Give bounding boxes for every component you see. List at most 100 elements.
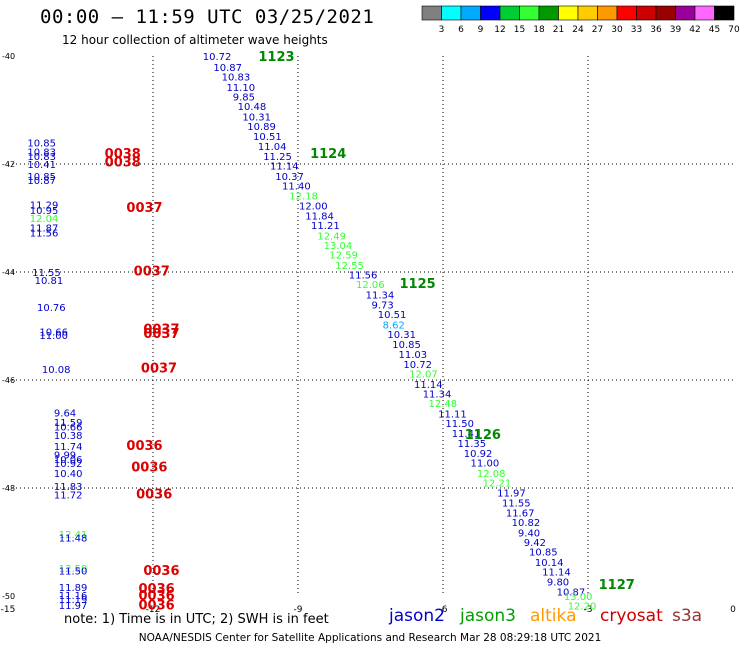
wave-height-label: 9.42: [524, 538, 546, 549]
wave-height-label: 11.00: [471, 459, 500, 470]
wave-height-label: 12.21: [483, 479, 512, 490]
wave-height-label: 13.04: [324, 241, 353, 252]
x-tick-label: -12: [146, 605, 161, 615]
colorbar-label: 30: [611, 25, 623, 35]
wave-height-label: 12.07: [409, 370, 438, 381]
colorbar-label: 12: [494, 25, 505, 35]
wave-height-label: 11.14: [542, 568, 571, 579]
wave-height-label: 10.72: [203, 52, 232, 63]
y-tick-label: -48: [2, 484, 15, 493]
colorbar-label: 36: [650, 25, 662, 35]
wave-height-label: 9.73: [371, 300, 393, 311]
wave-height-label: 10.87: [557, 588, 586, 599]
colorbar-label: 27: [592, 25, 603, 35]
wave-height-label: 12.55: [335, 261, 364, 272]
wave-height-label: 11.55: [32, 268, 61, 279]
y-tick-label: -50: [2, 592, 15, 601]
wave-height-label: 10.95: [30, 206, 59, 217]
y-tick-label: -46: [2, 376, 15, 385]
legend-s3a: s3a: [672, 606, 703, 626]
x-tick-label: -9: [294, 605, 303, 615]
wave-height-label: 10.41: [27, 160, 56, 171]
wave-height-label: 11.03: [399, 350, 428, 361]
wave-height-label: 10.31: [387, 330, 416, 341]
chart-title: 00:00 – 11:59 UTC 03/25/2021: [40, 6, 375, 28]
pass-number-label: 0036: [139, 582, 175, 597]
pass-number-label: 1126: [465, 428, 501, 443]
wave-height-label: 11.00: [39, 331, 68, 342]
credit-line: NOAA/NESDIS Center for Satellite Applica…: [138, 632, 602, 644]
colorbar-swatch: [558, 5, 579, 21]
x-tick-label: -15: [1, 605, 16, 615]
wave-height-label: 12.04: [30, 214, 59, 225]
pass-number-label: 1127: [599, 578, 635, 593]
colorbar-swatch: [460, 5, 481, 21]
pass-number-label: 0036: [139, 599, 175, 614]
colorbar-label: 6: [458, 25, 464, 35]
wave-height-label: 12.20: [568, 602, 597, 613]
pass-number-label: 0037: [143, 327, 179, 342]
wave-height-label: 9.99: [54, 451, 76, 462]
wave-height-label: 11.04: [258, 142, 287, 153]
colorbar-label: 45: [709, 25, 720, 35]
pass-number-label: 0036: [139, 589, 175, 604]
wave-height-label: 10.83: [27, 152, 56, 163]
wave-height-label: 10.85: [27, 172, 56, 183]
pass-number-label: 0037: [141, 362, 177, 377]
colorbar-swatch: [675, 5, 696, 21]
wave-height-label: 10.40: [54, 469, 83, 480]
pass-number-label: 0036: [136, 487, 172, 502]
legend-jason2: jason2: [389, 606, 445, 626]
wave-height-label: 11.10: [226, 83, 255, 94]
x-tick-label: 0: [730, 605, 736, 615]
wave-height-label: 10.92: [464, 449, 493, 460]
colorbar-swatch: [519, 5, 540, 21]
data-marks: 10.7210.8710.8311.109.8510.4810.3110.891…: [27, 52, 596, 613]
colorbar-label: 15: [514, 25, 525, 35]
wave-height-label: 11.14: [270, 162, 299, 173]
wave-height-label: 11.29: [30, 201, 59, 212]
wave-height-label: 10.85: [392, 340, 421, 351]
wave-height-label: 11.14: [414, 380, 443, 391]
wave-height-label: 11.89: [59, 583, 88, 594]
wave-height-label: 11.19: [59, 595, 88, 606]
x-tick-label: -3: [584, 605, 593, 615]
colorbar-label: 18: [533, 25, 545, 35]
colorbar-swatch: [616, 5, 637, 21]
wave-height-label: 11.87: [30, 224, 59, 235]
legend-jason3: jason3: [460, 606, 516, 626]
wave-height-label: 9.64: [54, 408, 76, 419]
wave-height-label: 12.00: [299, 202, 328, 213]
wave-height-label: 9.85: [233, 93, 255, 104]
wave-height-label: 11.34: [423, 390, 452, 401]
wave-height-label: 11.21: [311, 221, 340, 232]
colorbar-swatch: [714, 5, 735, 21]
pass-number-label: 1123: [258, 50, 294, 65]
y-tick-label: -42: [2, 160, 15, 169]
pass-number-label: 1125: [400, 277, 436, 292]
wave-height-label: 12.59: [329, 251, 358, 262]
pass-number-label: 0037: [134, 264, 170, 279]
wave-height-label: 10.83: [222, 73, 251, 84]
wave-height-label: 10.38: [54, 431, 83, 442]
colorbar-swatch: [577, 5, 598, 21]
colorbar-swatch: [499, 5, 520, 21]
wave-height-label: 13.00: [564, 592, 593, 603]
chart-grid: [8, 56, 733, 596]
wave-height-label: 12.48: [429, 399, 458, 410]
wave-height-label: 11.35: [458, 439, 487, 450]
pass-number-label: 0038: [105, 147, 141, 162]
colorbar-label: 70: [728, 25, 740, 35]
wave-height-label: 11.11: [438, 409, 467, 420]
wave-height-label: 10.87: [27, 176, 56, 187]
colorbar-label: 42: [689, 25, 700, 35]
wave-height-label: 10.72: [403, 360, 432, 371]
wave-height-label: 10.14: [535, 558, 564, 569]
wave-height-label: 10.89: [247, 122, 276, 133]
colorbar-swatch: [538, 5, 559, 21]
wave-height-label: 10.82: [512, 518, 541, 529]
y-tick-label: -40: [2, 52, 15, 61]
colorbar-label: 9: [478, 25, 484, 35]
wave-height-label: 11.50: [445, 419, 474, 430]
